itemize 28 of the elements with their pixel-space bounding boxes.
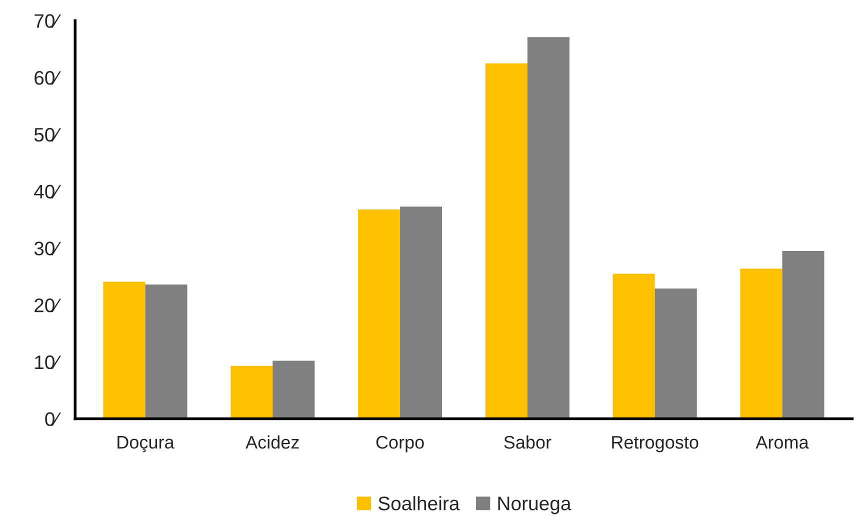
bar xyxy=(527,37,570,419)
bar xyxy=(654,288,697,419)
y-tick-label: 50⁄ xyxy=(34,128,62,142)
y-tick-label: 0⁄ xyxy=(45,412,62,426)
bar xyxy=(485,63,528,419)
x-tick-label: Doçura xyxy=(118,436,174,452)
y-tick-label: 10⁄ xyxy=(35,355,62,370)
legend-label: Soalheira xyxy=(378,496,460,510)
bar xyxy=(358,209,400,419)
bar xyxy=(103,282,146,419)
x-tick-label: Retrogosto xyxy=(612,436,698,452)
y-tick-label: 70⁄ xyxy=(34,14,62,28)
bar xyxy=(782,251,824,419)
bar xyxy=(612,274,655,419)
legend-label: Noruega xyxy=(498,496,572,514)
y-tick-label: 60⁄ xyxy=(34,71,62,85)
bar xyxy=(145,284,188,419)
bar xyxy=(400,206,442,419)
x-tick-label: Acidez xyxy=(246,435,299,449)
bar xyxy=(272,360,315,419)
y-tick-label: 20⁄ xyxy=(34,298,62,312)
y-tick-label: 30⁄ xyxy=(34,242,62,256)
bar xyxy=(740,268,782,419)
x-tick-label: Corpo xyxy=(376,436,424,452)
y-tick-label: 40⁄ xyxy=(34,184,62,199)
x-tick-label: Aroma xyxy=(756,436,809,449)
bar xyxy=(230,366,273,419)
x-tick-label: Sabor xyxy=(504,435,552,449)
